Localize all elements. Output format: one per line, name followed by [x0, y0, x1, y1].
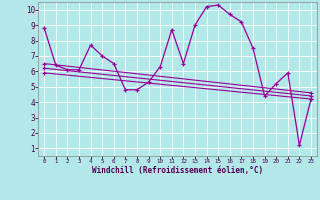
- X-axis label: Windchill (Refroidissement éolien,°C): Windchill (Refroidissement éolien,°C): [92, 166, 263, 175]
